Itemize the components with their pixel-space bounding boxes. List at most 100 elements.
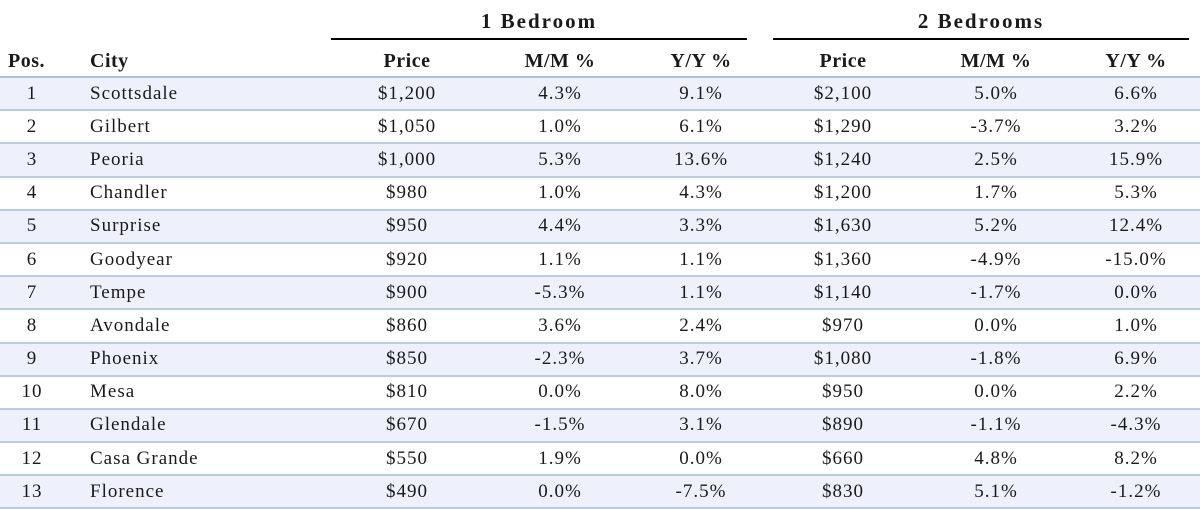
cell-city: Casa Grande <box>64 442 330 477</box>
cell-pos: 2 <box>0 110 64 145</box>
table-row: 6 Goodyear $920 1.1% 1.1% $1,360 -4.9% -15.0% <box>0 242 1200 278</box>
cell-city: Phoenix <box>64 342 330 377</box>
cell-1br-yy: 0.0% <box>636 442 766 477</box>
table-row: 4 Chandler $980 1.0% 4.3% $1,200 1.7% 5.3% <box>0 176 1200 211</box>
table-row: 3 Peoria $1,000 5.3% 13.6% $1,240 2.5% 15.9% <box>0 143 1200 178</box>
cell-2br-price: $1,080 <box>766 342 920 377</box>
header-1br-yy: Y/Y % <box>636 46 766 78</box>
cell-city: Mesa <box>64 375 330 410</box>
cell-1br-price: $950 <box>330 209 484 244</box>
cell-1br-price: $850 <box>330 342 484 377</box>
cell-1br-price: $900 <box>330 276 484 311</box>
cell-city: Gilbert <box>64 110 330 145</box>
cell-1br-price: $550 <box>330 442 484 477</box>
header-city: City <box>64 46 330 78</box>
cell-city: Florence <box>64 475 330 509</box>
header-2br-price: Price <box>766 46 920 78</box>
cell-2br-price: $970 <box>766 309 920 344</box>
cell-2br-mm: -1.1% <box>920 408 1072 444</box>
cell-1br-price: $980 <box>330 176 484 211</box>
table-row: 10 Mesa $810 0.0% 8.0% $950 0.0% 2.2% <box>0 375 1200 410</box>
cell-2br-mm: 4.8% <box>920 442 1072 477</box>
cell-1br-price: $1,000 <box>330 143 484 178</box>
table-row: 1 Scottsdale $1,200 4.3% 9.1% $2,100 5.0% 6.6% <box>0 77 1200 112</box>
cell-pos: 12 <box>0 442 64 477</box>
cell-pos: 1 <box>0 77 64 112</box>
group-rule-1-bedroom <box>331 38 747 40</box>
cell-1br-mm: 3.6% <box>484 309 636 344</box>
table-row: 9 Phoenix $850 -2.3% 3.7% $1,080 -1.8% 6.9% <box>0 342 1200 377</box>
group-header-1-bedroom: 1 Bedroom <box>331 8 747 40</box>
cell-1br-yy: 3.3% <box>636 209 766 244</box>
cell-city: Scottsdale <box>64 77 330 112</box>
header-2br-yy: Y/Y % <box>1072 46 1200 78</box>
cell-city: Peoria <box>64 143 330 178</box>
cell-1br-price: $1,200 <box>330 77 484 112</box>
cell-1br-mm: -2.3% <box>484 342 636 377</box>
cell-2br-yy: 3.2% <box>1072 110 1200 145</box>
cell-2br-yy: 0.0% <box>1072 276 1200 311</box>
header-2br-mm: M/M % <box>920 46 1072 78</box>
cell-2br-yy: 1.0% <box>1072 309 1200 344</box>
cell-1br-mm: 1.9% <box>484 442 636 477</box>
cell-pos: 5 <box>0 209 64 244</box>
cell-1br-yy: 2.4% <box>636 309 766 344</box>
cell-2br-price: $1,630 <box>766 209 920 244</box>
rent-table: Pos. City Price M/M % Y/Y % Price M/M % … <box>0 46 1200 509</box>
cell-pos: 6 <box>0 242 64 278</box>
cell-2br-price: $1,360 <box>766 242 920 278</box>
cell-2br-mm: 5.2% <box>920 209 1072 244</box>
cell-2br-mm: -1.8% <box>920 342 1072 377</box>
cell-1br-yy: 4.3% <box>636 176 766 211</box>
cell-1br-yy: 8.0% <box>636 375 766 410</box>
table-row: 7 Tempe $900 -5.3% 1.1% $1,140 -1.7% 0.0% <box>0 276 1200 311</box>
cell-pos: 3 <box>0 143 64 178</box>
cell-2br-yy: 5.3% <box>1072 176 1200 211</box>
cell-2br-price: $1,140 <box>766 276 920 311</box>
cell-2br-price: $1,240 <box>766 143 920 178</box>
cell-1br-price: $1,050 <box>330 110 484 145</box>
cell-2br-price: $2,100 <box>766 77 920 112</box>
cell-2br-price: $1,200 <box>766 176 920 211</box>
cell-city: Goodyear <box>64 242 330 278</box>
cell-1br-mm: 0.0% <box>484 375 636 410</box>
cell-1br-yy: 13.6% <box>636 143 766 178</box>
group-title-2-bedrooms: 2 Bedrooms <box>917 9 1045 33</box>
cell-2br-mm: 5.1% <box>920 475 1072 509</box>
cell-1br-yy: 3.1% <box>636 408 766 444</box>
group-header-2-bedrooms: 2 Bedrooms <box>773 8 1189 40</box>
cell-2br-mm: 0.0% <box>920 375 1072 410</box>
cell-pos: 13 <box>0 475 64 509</box>
cell-1br-mm: 0.0% <box>484 475 636 509</box>
cell-2br-price: $890 <box>766 408 920 444</box>
cell-1br-mm: -1.5% <box>484 408 636 444</box>
table-row: 8 Avondale $860 3.6% 2.4% $970 0.0% 1.0% <box>0 309 1200 344</box>
cell-2br-mm: 1.7% <box>920 176 1072 211</box>
table-row: 13 Florence $490 0.0% -7.5% $830 5.1% -1.2% <box>0 475 1200 509</box>
cell-2br-mm: -1.7% <box>920 276 1072 311</box>
header-pos: Pos. <box>0 46 64 78</box>
cell-1br-yy: 6.1% <box>636 110 766 145</box>
cell-1br-mm: 5.3% <box>484 143 636 178</box>
cell-2br-yy: 12.4% <box>1072 209 1200 244</box>
cell-1br-mm: 4.3% <box>484 77 636 112</box>
cell-1br-price: $670 <box>330 408 484 444</box>
cell-2br-yy: 2.2% <box>1072 375 1200 410</box>
cell-1br-price: $920 <box>330 242 484 278</box>
table-body: 1 Scottsdale $1,200 4.3% 9.1% $2,100 5.0% 6.6% 2… <box>0 77 1200 509</box>
group-rule-2-bedrooms <box>773 38 1189 40</box>
cell-2br-price: $830 <box>766 475 920 509</box>
table-row: 5 Surprise $950 4.4% 3.3% $1,630 5.2% 12.4% <box>0 209 1200 244</box>
cell-2br-price: $660 <box>766 442 920 477</box>
cell-1br-mm: 1.0% <box>484 176 636 211</box>
cell-city: Surprise <box>64 209 330 244</box>
cell-2br-yy: -15.0% <box>1072 242 1200 278</box>
group-title-1-bedroom: 1 Bedroom <box>480 9 598 33</box>
cell-city: Avondale <box>64 309 330 344</box>
cell-2br-yy: 6.9% <box>1072 342 1200 377</box>
cell-1br-yy: -7.5% <box>636 475 766 509</box>
cell-2br-price: $950 <box>766 375 920 410</box>
cell-2br-mm: 5.0% <box>920 77 1072 112</box>
cell-1br-yy: 1.1% <box>636 242 766 278</box>
cell-1br-price: $810 <box>330 375 484 410</box>
